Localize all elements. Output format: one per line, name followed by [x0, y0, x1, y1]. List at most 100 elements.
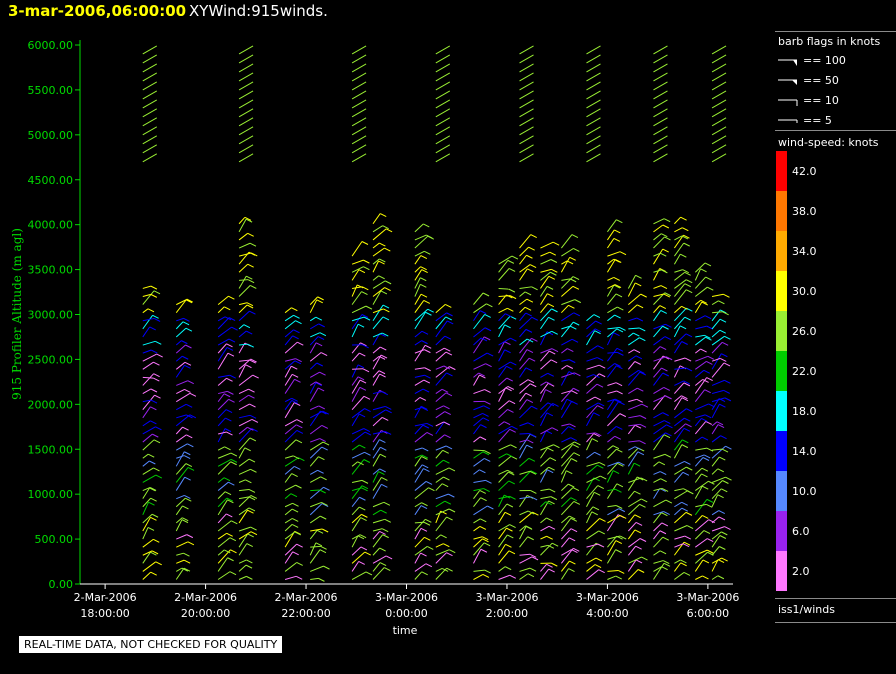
wind-barb — [561, 549, 572, 556]
wind-barb-flag — [571, 234, 579, 239]
wind-barb-flag — [318, 323, 325, 328]
wind-barb-flag — [721, 448, 729, 453]
wind-barb-flag — [247, 263, 254, 268]
wind-barb — [142, 467, 154, 475]
wind-barb-flag — [566, 365, 574, 369]
wind-barb-flag — [363, 428, 371, 432]
wind-barb — [435, 543, 444, 548]
wind-barb-flag — [594, 396, 602, 401]
wind-barb-flag — [527, 439, 534, 444]
wind-barb-flag — [530, 496, 538, 501]
wind-barb-flag — [224, 316, 232, 321]
wind-barb — [607, 390, 617, 395]
wind-barb — [435, 434, 445, 443]
wind-barb-flag — [295, 320, 302, 325]
wind-barb-flag — [229, 374, 236, 379]
wind-barb-flag — [573, 501, 581, 505]
wind-barb-flag — [385, 409, 392, 414]
wind-barb — [519, 268, 528, 281]
wind-barb — [628, 440, 640, 443]
wind-barb-flag — [530, 383, 537, 388]
wind-barb-flag — [546, 517, 553, 522]
wind-barb-flag — [616, 390, 623, 395]
wind-barb-flag — [225, 417, 232, 422]
x-tick-date: 3-Mar-2006 — [576, 591, 639, 604]
wind-barb — [238, 126, 254, 136]
wind-barb — [414, 424, 424, 435]
wind-barb-flag — [665, 356, 673, 361]
wind-barb-flag — [446, 567, 453, 572]
wind-barb — [627, 462, 635, 475]
wind-barb — [673, 428, 685, 443]
wind-barb — [473, 490, 481, 499]
wind-barb — [372, 258, 380, 265]
wind-barb-flag — [572, 285, 580, 290]
wind-barb-flag — [684, 316, 691, 321]
wind-barb-flag — [446, 320, 454, 325]
wind-barb — [473, 469, 480, 475]
wind-barb-flag — [703, 454, 711, 459]
wind-barb-flag — [296, 429, 304, 434]
wind-barb — [351, 561, 360, 572]
wind-barb — [351, 479, 363, 483]
wind-barb — [586, 432, 596, 435]
wind-barb — [175, 451, 185, 467]
wind-barb — [372, 346, 381, 354]
wind-barb — [711, 445, 726, 459]
wind-barb-flag — [445, 392, 453, 397]
wind-barb-flag — [185, 299, 193, 304]
wind-barb-flag — [685, 279, 693, 284]
wind-barb — [561, 441, 575, 451]
wind-barb — [284, 562, 298, 572]
wind-barb — [607, 251, 621, 257]
wind-barb-flag — [182, 321, 190, 326]
wind-barb — [674, 283, 686, 297]
wind-barb — [653, 336, 666, 346]
wind-barb — [711, 335, 725, 346]
wind-barb-flag — [150, 406, 157, 411]
wind-barb — [674, 367, 687, 370]
wind-barb — [653, 346, 661, 354]
wind-barb-flag — [528, 246, 535, 251]
wind-barb-flag — [296, 424, 303, 429]
wind-barb — [414, 447, 423, 451]
wind-barb-flag — [566, 398, 574, 403]
wind-barb — [176, 494, 185, 500]
wind-barb — [561, 426, 569, 435]
wind-barb-flag — [551, 308, 558, 313]
wind-barb-flag — [250, 468, 257, 473]
wind-barb — [175, 505, 183, 516]
wind-barb-flag — [297, 341, 304, 346]
wind-barb — [540, 457, 551, 467]
wind-barb-flag — [568, 304, 575, 309]
wind-barb — [372, 373, 381, 386]
wind-barb-flag — [570, 528, 578, 533]
wind-barb-flag — [661, 269, 668, 274]
wind-barb — [372, 247, 385, 257]
wind-barb — [519, 526, 527, 540]
wind-barb — [561, 501, 575, 516]
wind-barb — [372, 370, 380, 378]
wind-barb-flag — [444, 411, 451, 415]
wind-barb — [217, 347, 228, 362]
wind-barb-flag — [724, 397, 732, 402]
wind-barb-flag — [596, 357, 604, 362]
wind-barb — [519, 567, 531, 572]
wind-barb — [142, 135, 158, 145]
x-tick-date: 3-Mar-2006 — [375, 591, 438, 604]
wind-barb-flag — [615, 540, 623, 545]
wind-barb — [674, 507, 683, 516]
wind-barb-flag — [639, 503, 646, 508]
wind-barb — [435, 483, 443, 491]
wind-barb-flag — [424, 536, 431, 541]
wind-barb-flag — [599, 518, 606, 522]
wind-barb — [435, 45, 451, 55]
wind-barb — [519, 496, 532, 500]
wind-barb-flag — [479, 436, 487, 441]
wind-barb — [351, 413, 360, 427]
wind-barb — [238, 135, 254, 145]
wind-barb-flag — [635, 545, 642, 550]
wind-barb-flag — [660, 478, 667, 483]
wind-barb-flag — [291, 508, 299, 513]
wind-barb — [498, 349, 506, 362]
